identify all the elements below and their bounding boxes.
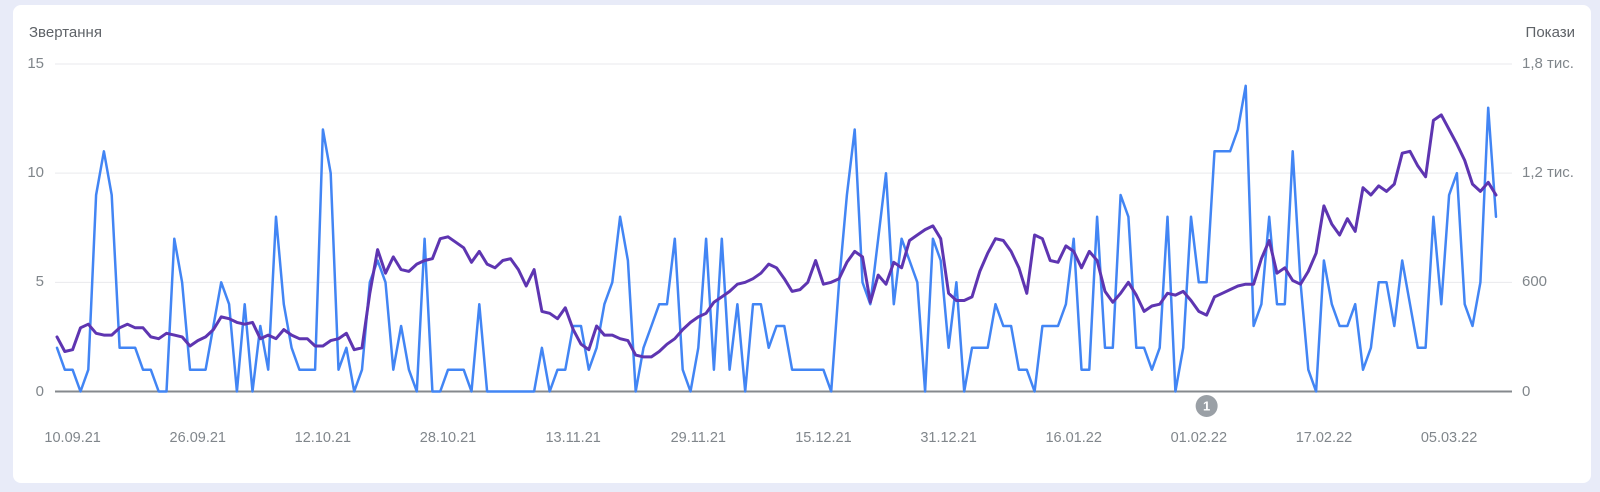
x-axis-date-label: 01.02.22 (1170, 430, 1228, 446)
x-axis-date-label: 12.10.21 (294, 430, 352, 446)
x-axis-date-label: 29.11.21 (670, 430, 726, 446)
left-axis-tick: 0 (35, 382, 44, 400)
annotation-badge-label: 1 (1203, 399, 1210, 414)
series-line-clicks[interactable] (55, 84, 1498, 393)
annotation-badge[interactable] (1195, 395, 1218, 417)
x-axis-date-label: 10.09.21 (44, 430, 101, 446)
x-axis-date-label: 05.03.22 (1420, 430, 1478, 446)
left-axis-tick: 15 (27, 55, 44, 72)
x-axis-date-label: 13.11.21 (545, 430, 601, 446)
right-axis-tick: 0 (1522, 382, 1531, 400)
right-axis-title: Покази (1525, 24, 1575, 41)
x-axis-date-label: 31.12.21 (920, 430, 977, 446)
x-axis-date-label: 28.10.21 (419, 430, 477, 446)
chart-card (13, 5, 1591, 483)
right-axis-tick: 1,8 тис. (1522, 55, 1574, 72)
x-axis-date-label: 17.02.22 (1295, 430, 1353, 446)
x-axis-date-label: 15.12.21 (795, 430, 852, 446)
right-axis-tick: 600 (1522, 273, 1548, 291)
x-axis-date-label: 16.01.22 (1045, 430, 1102, 446)
left-axis-title: Звертання (29, 24, 102, 41)
right-axis-tick: 1,2 тис. (1522, 164, 1574, 182)
left-axis-tick: 10 (27, 164, 44, 182)
series-line-impressions[interactable] (55, 113, 1498, 359)
left-axis-tick: 5 (35, 273, 44, 291)
x-axis-date-label: 26.09.21 (169, 430, 226, 446)
